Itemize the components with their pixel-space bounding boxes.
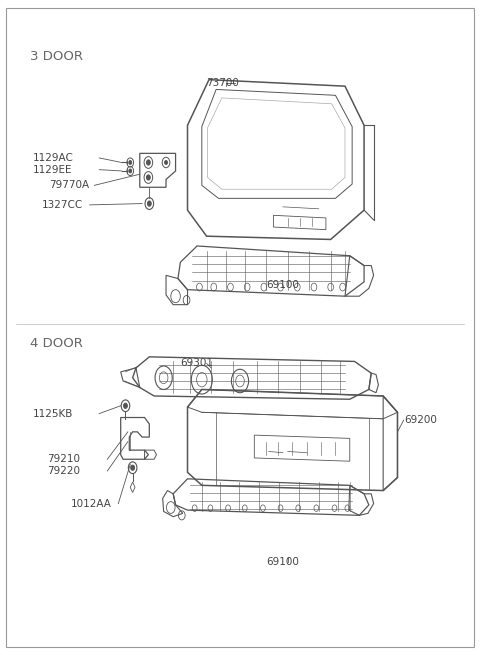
Text: 1327CC: 1327CC (42, 200, 83, 210)
Circle shape (165, 160, 168, 164)
Circle shape (147, 201, 151, 206)
Circle shape (129, 169, 132, 173)
Text: 1129AC: 1129AC (33, 153, 73, 163)
Circle shape (131, 465, 134, 470)
Circle shape (146, 175, 150, 180)
Text: 1125KB: 1125KB (33, 409, 73, 419)
Text: 79220: 79220 (47, 466, 80, 476)
Text: 69100: 69100 (266, 280, 299, 290)
Text: 69200: 69200 (405, 415, 437, 425)
Text: 1129EE: 1129EE (33, 164, 72, 175)
Circle shape (146, 160, 150, 165)
Circle shape (123, 403, 127, 408)
Circle shape (129, 160, 132, 164)
Text: 69301: 69301 (180, 358, 213, 368)
Text: 79210: 79210 (47, 455, 80, 464)
Text: 79770A: 79770A (49, 180, 89, 191)
Text: 3 DOOR: 3 DOOR (30, 50, 83, 64)
Text: 1012AA: 1012AA (71, 498, 111, 508)
Text: 73700: 73700 (206, 78, 240, 88)
Text: 69100: 69100 (266, 557, 299, 567)
Text: 4 DOOR: 4 DOOR (30, 337, 83, 350)
